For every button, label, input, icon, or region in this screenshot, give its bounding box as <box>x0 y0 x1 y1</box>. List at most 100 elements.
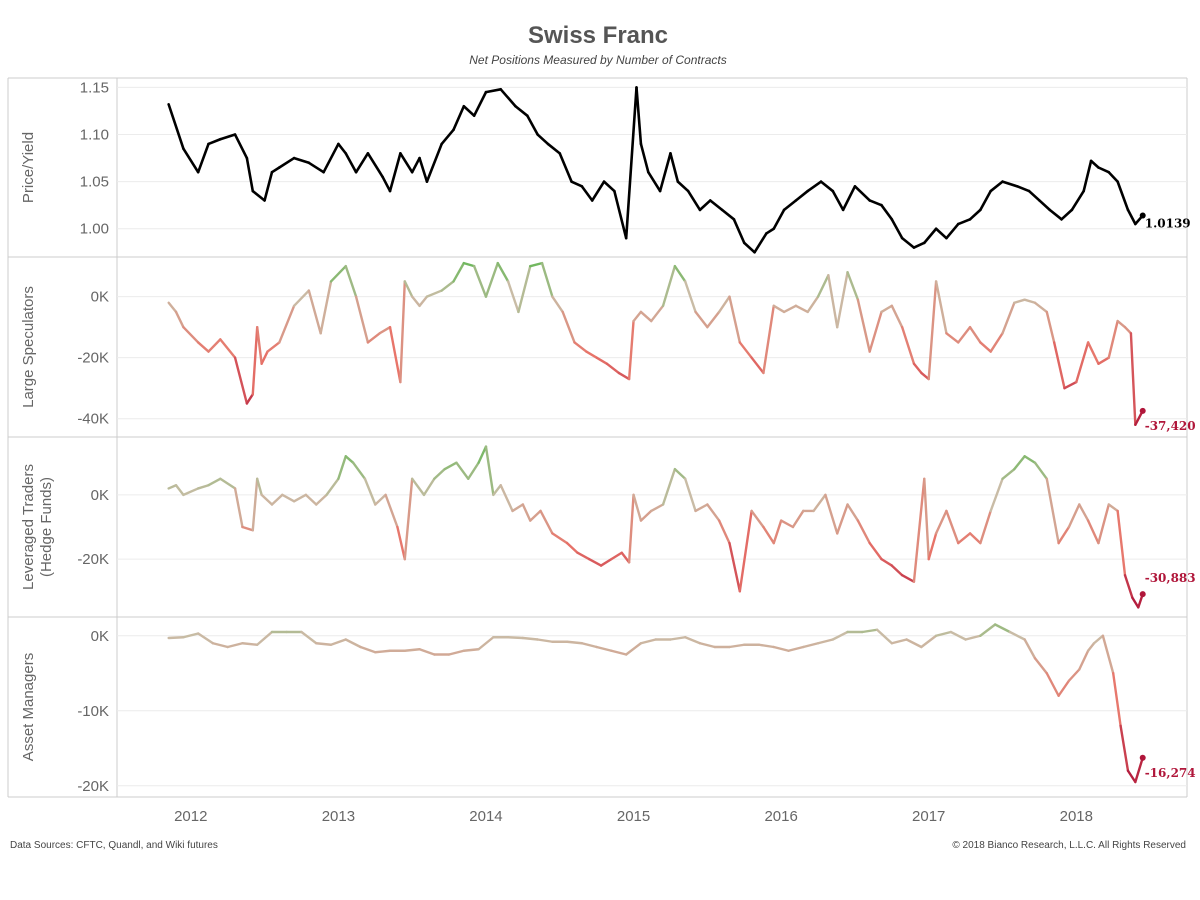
series-segment <box>831 189 845 212</box>
series-segment <box>260 350 269 365</box>
series-segment <box>957 532 972 545</box>
series-segment <box>233 356 249 405</box>
series-segment <box>639 638 657 645</box>
series-segment <box>1092 634 1105 645</box>
series-segment <box>410 477 426 497</box>
series-segment <box>462 261 476 268</box>
series-segment <box>1089 159 1100 169</box>
series-segment <box>207 137 222 146</box>
series-segment <box>708 199 724 212</box>
series-segment <box>1023 298 1037 304</box>
series-segment <box>1119 724 1130 772</box>
series-segment <box>1038 199 1052 212</box>
series-segment <box>728 295 742 344</box>
data-source-note: Data Sources: CFTC, Quandl, and Wiki fut… <box>10 840 218 851</box>
series-segment <box>1057 679 1071 697</box>
series-segment <box>890 564 904 577</box>
series-segment <box>511 503 525 513</box>
series-segment <box>484 88 503 94</box>
y-axis-title: Asset Managers <box>20 653 37 761</box>
series-segment <box>565 541 579 554</box>
series-segment <box>256 630 274 646</box>
series-segment <box>923 477 930 561</box>
series-segment <box>1097 166 1111 174</box>
series-segment <box>410 156 421 174</box>
series-segment <box>856 519 871 545</box>
series-segment <box>846 271 860 301</box>
series-segment <box>1013 298 1026 304</box>
series-segment <box>1057 525 1071 545</box>
series-segment <box>669 152 680 183</box>
series-segment <box>890 638 908 645</box>
series-segment <box>738 341 753 359</box>
series-segment <box>270 493 284 506</box>
y-tick-label: 1.15 <box>80 79 109 96</box>
series-segment <box>266 341 281 353</box>
series-segment <box>1131 596 1140 609</box>
series-segment <box>182 632 200 639</box>
series-segment <box>452 261 466 283</box>
y-tick-label: 1.00 <box>80 221 109 238</box>
series-segment <box>968 325 982 344</box>
series-segment <box>989 477 1004 513</box>
series-segment <box>617 371 631 381</box>
series-segment <box>806 180 823 193</box>
series-segment <box>728 541 742 593</box>
series-segment <box>256 325 263 365</box>
series-segment <box>477 636 495 651</box>
y-tick-label: -20K <box>77 551 109 568</box>
series-segment <box>639 310 653 323</box>
x-tick-label: 2017 <box>912 808 945 825</box>
series-segment <box>650 503 665 513</box>
series-segment <box>514 104 529 117</box>
series-segment <box>245 393 254 405</box>
series-segment <box>698 199 712 212</box>
series-segment <box>292 289 311 308</box>
series-segment <box>374 649 392 654</box>
series-segment <box>669 636 687 641</box>
series-segment <box>694 310 709 329</box>
series-segment <box>329 264 347 283</box>
series-segment <box>868 541 883 561</box>
series-segment <box>455 461 470 480</box>
series-segment <box>251 325 259 396</box>
series-segment <box>661 467 677 506</box>
chart-panels: 1.00 1.05 1.10 1.15 Price/Yield 1.0139 0K -20K -… <box>7 77 1196 798</box>
series-segment <box>477 445 488 464</box>
series-segment <box>757 643 775 649</box>
series-segment <box>836 503 849 535</box>
copyright-note: © 2018 Bianco Research, L.L.C. All Right… <box>952 840 1186 851</box>
series-segment <box>388 325 402 384</box>
series-segment <box>765 227 776 235</box>
series-segment <box>245 156 255 193</box>
series-segment <box>344 455 355 464</box>
series-segment <box>219 133 237 141</box>
series-segment <box>738 509 753 593</box>
series-segment <box>233 487 244 529</box>
series-segment <box>492 484 502 497</box>
series-segment <box>853 185 871 202</box>
series-segment <box>802 642 820 649</box>
series-segment <box>315 642 333 646</box>
series-segment <box>1048 208 1063 221</box>
series-segment <box>868 199 883 207</box>
series-segment <box>694 503 709 513</box>
y-tick-label: 1.10 <box>80 127 109 144</box>
series-segment <box>927 280 938 381</box>
series-segment <box>698 642 716 649</box>
series-segment <box>292 156 311 165</box>
series-segment <box>241 642 259 646</box>
series-segment <box>1107 170 1119 183</box>
series-segment <box>880 203 894 221</box>
series-segment <box>1129 332 1137 426</box>
x-tick-label: 2012 <box>174 808 207 825</box>
series-segment <box>1063 380 1078 390</box>
series-segment <box>403 648 421 652</box>
series-segment <box>278 156 296 169</box>
series-segment <box>167 301 178 314</box>
series-segment <box>968 208 982 221</box>
series-segment <box>307 161 325 174</box>
series-segment <box>827 274 839 329</box>
series-segment <box>322 142 340 174</box>
series-segment <box>806 295 820 314</box>
